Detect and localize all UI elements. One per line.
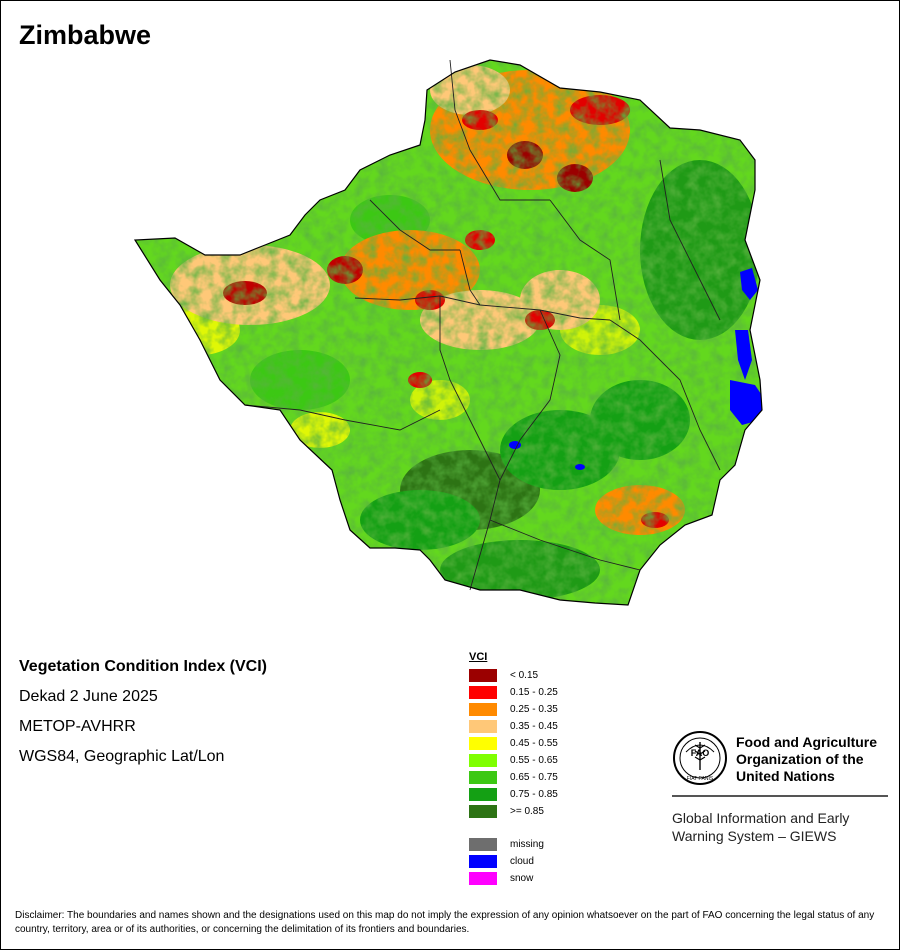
logo-divider [672,795,888,797]
legend-swatch [469,703,497,716]
legend-classes: < 0.15 0.15 - 0.25 0.25 - 0.35 0.35 - 0.45 0… [469,667,558,820]
vci-legend: VCI < 0.15 0.15 - 0.25 0.25 - 0.35 0.35 - 0… [469,651,558,887]
legend-row: 0.15 - 0.25 [469,684,558,701]
legend-label: 0.55 - 0.65 [510,755,558,766]
sensor-label: METOP-AVHRR [19,718,136,735]
legend-row: 0.75 - 0.85 [469,786,558,803]
legend-label: missing [510,839,544,850]
legend-label: 0.15 - 0.25 [510,687,558,698]
legend-row: 0.45 - 0.55 [469,735,558,752]
map-title: Zimbabwe [19,20,152,50]
cloud-patches [509,268,762,470]
legend-swatch [469,669,497,682]
legend-row: >= 0.85 [469,803,558,820]
vci-map-svg [134,59,763,606]
legend-swatch [469,720,497,733]
disclaimer-text: Disclaimer: The boundaries and names sho… [15,910,875,935]
legend-title: VCI [469,651,488,663]
legend-label: 0.25 - 0.35 [510,704,558,715]
projection-label: WGS84, Geographic Lat/Lon [19,748,225,765]
legend-label: >= 0.85 [510,806,544,817]
legend-row: missing [469,836,558,853]
legend-swatch [469,872,497,885]
fao-logo-block: FAO FIAT PANIS Food and Agriculture Orga… [672,730,888,845]
legend-label: 0.35 - 0.45 [510,721,558,732]
giews-label: Global Information and Early Warning Sys… [672,809,888,845]
legend-swatch [469,771,497,784]
index-name: Vegetation Condition Index (VCI) [19,658,267,675]
legend-row: 0.35 - 0.45 [469,718,558,735]
legend-swatch [469,855,497,868]
vci-map [134,59,763,606]
giews-line: Global Information and Early [672,810,850,826]
legend-other: missing cloud snow [469,836,558,887]
legend-label: snow [510,873,534,884]
fao-org-line: United Nations [736,768,835,784]
legend-label: < 0.15 [510,670,539,681]
fao-org-line: Food and Agriculture [736,734,878,750]
legend-swatch [469,754,497,767]
map-info: Vegetation Condition Index (VCI) Dekad 2… [19,657,267,777]
period-label: Dekad 2 June 2025 [19,688,158,705]
legend-row: < 0.15 [469,667,558,684]
vci-raster [135,60,762,605]
legend-label: cloud [510,856,534,867]
admin-boundaries [244,59,721,591]
vci-texture [135,60,762,605]
giews-line: Warning System – GIEWS [672,828,837,844]
fao-motto-text: FIAT PANIS [687,776,714,782]
legend-label: 0.45 - 0.55 [510,738,558,749]
legend-swatch [469,838,497,851]
legend-swatch [469,805,497,818]
fao-emblem-text: FAO [691,748,710,758]
legend-row: 0.55 - 0.65 [469,752,558,769]
legend-label: 0.75 - 0.85 [510,789,558,800]
legend-row: snow [469,870,558,887]
legend-row: 0.65 - 0.75 [469,769,558,786]
fao-emblem-icon: FAO FIAT PANIS [673,731,727,785]
fao-org-line: Organization of the [736,751,864,767]
legend-row: cloud [469,853,558,870]
legend-swatch [469,737,497,750]
legend-swatch [469,686,497,699]
legend-row: 0.25 - 0.35 [469,701,558,718]
legend-swatch [469,788,497,801]
legend-label: 0.65 - 0.75 [510,772,558,783]
fao-org-name: Food and Agriculture Organization of the… [736,734,877,785]
